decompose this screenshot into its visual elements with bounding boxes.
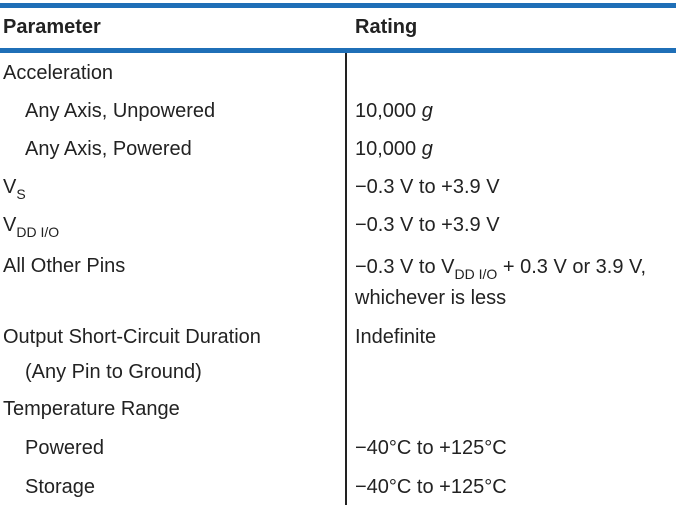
- param-temp-powered: Powered: [25, 437, 104, 459]
- column-divider: [345, 53, 347, 505]
- param-vdd: VDD I/O: [3, 213, 60, 240]
- param-short-circuit-line2: (Any Pin to Ground): [25, 361, 202, 383]
- rating-temp-powered: −40°C to +125°C: [355, 437, 507, 459]
- header-rule: [0, 48, 676, 53]
- param-powered-accel: Any Axis, Powered: [25, 138, 192, 160]
- header-parameter: Parameter: [3, 16, 101, 38]
- table-top-rule: [0, 3, 676, 8]
- param-vs-main: V: [3, 176, 17, 198]
- param-temperature: Temperature Range: [3, 398, 180, 420]
- rating-other-pins-line1: −0.3 V to VDD I/O + 0.3 V or 3.9 V,: [355, 255, 647, 282]
- param-vdd-sub: DD I/O: [16, 224, 60, 240]
- param-temp-storage: Storage: [25, 476, 96, 498]
- rating-powered-accel-value: 10,000: [355, 138, 417, 160]
- param-short-circuit-line1: Output Short-Circuit Duration: [3, 326, 261, 348]
- rating-other-pins-line2: whichever is less: [355, 287, 507, 309]
- rating-unpowered-value: 10,000: [355, 100, 417, 122]
- param-vs-sub: S: [16, 186, 26, 202]
- param-acceleration: Acceleration: [3, 62, 114, 84]
- rating-unpowered-unit: g: [421, 100, 433, 122]
- rating-other-pins-sub: DD I/O: [454, 266, 498, 282]
- rating-short-circuit: Indefinite: [355, 326, 437, 348]
- rating-unpowered: 10,000 g: [355, 99, 433, 123]
- rating-vs: −0.3 V to +3.9 V: [355, 176, 500, 198]
- rating-powered-accel-unit: g: [421, 138, 433, 160]
- rating-temp-storage: −40°C to +125°C: [355, 476, 507, 498]
- rating-powered-accel: 10,000 g: [355, 137, 433, 161]
- rating-other-pins-prefix: −0.3 V to V: [355, 256, 455, 278]
- param-unpowered: Any Axis, Unpowered: [25, 100, 216, 122]
- param-vs: VS: [3, 175, 26, 202]
- header-rating: Rating: [355, 16, 418, 38]
- param-vdd-main: V: [3, 214, 17, 236]
- param-other-pins: All Other Pins: [3, 255, 126, 277]
- rating-vdd: −0.3 V to +3.9 V: [355, 214, 500, 236]
- rating-other-pins-suffix: + 0.3 V or 3.9 V,: [497, 256, 647, 278]
